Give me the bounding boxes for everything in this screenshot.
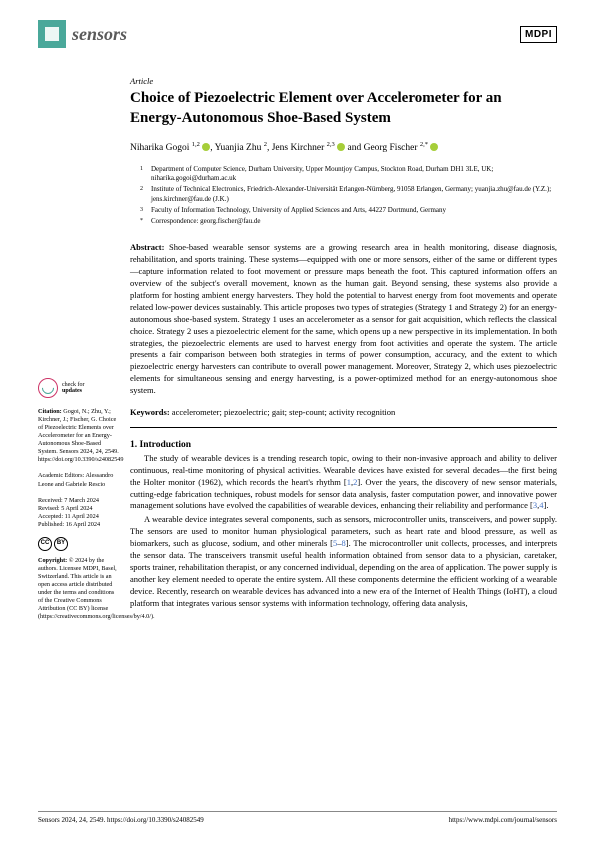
ref-link[interactable]: 8 (341, 538, 345, 548)
editors-block: Academic Editors: Alessandro Leone and G… (38, 472, 120, 488)
aff-text: Institute of Technical Electronics, Frie… (151, 185, 557, 205)
aff-num: * (140, 217, 146, 227)
author-name: Jens Kirchner (272, 143, 325, 153)
ref-link[interactable]: 2 (353, 477, 357, 487)
keywords: Keywords: accelerometer; piezoelectric; … (130, 407, 557, 419)
citation-block: Citation: Gogoi, N.; Zhu, Y.; Kirchner, … (38, 408, 120, 464)
aff-text: Correspondence: georg.fischer@fau.de (151, 217, 261, 227)
orcid-icon[interactable] (430, 143, 438, 151)
dates-block: Received: 7 March 2024 Revised: 5 April … (38, 497, 120, 529)
accepted-date: 11 April 2024 (65, 513, 99, 520)
crossmark-icon (38, 378, 58, 398)
page-footer: Sensors 2024, 24, 2549. https://doi.org/… (38, 811, 557, 824)
ref-link[interactable]: 4 (539, 500, 543, 510)
editors-label: Academic Editors: (38, 472, 84, 479)
orcid-icon[interactable] (202, 143, 210, 151)
ref-link[interactable]: 1 (347, 477, 351, 487)
citation-label: Citation: (38, 408, 62, 415)
aff-num: 2 (140, 185, 146, 205)
journal-name: sensors (72, 24, 127, 45)
author-name: Georg Fischer (364, 143, 418, 153)
author-sup: 1,2 (192, 141, 200, 148)
accepted-label: Accepted: (38, 513, 63, 520)
ref-link[interactable]: 5 (333, 538, 337, 548)
published-date: 16 April 2024 (66, 521, 100, 528)
aff-text: Department of Computer Science, Durham U… (151, 165, 557, 185)
received-date: 7 March 2024 (64, 497, 99, 504)
footer-left: Sensors 2024, 24, 2549. https://doi.org/… (38, 816, 204, 824)
aff-num: 3 (140, 206, 146, 216)
affiliations: 1Department of Computer Science, Durham … (140, 165, 557, 227)
received-label: Received: (38, 497, 63, 504)
article-title: Choice of Piezoelectric Element over Acc… (130, 88, 557, 129)
header-bar: sensors MDPI (0, 0, 595, 58)
author-sup: 2,* (420, 141, 428, 148)
published-label: Published: (38, 521, 64, 528)
article-type: Article (130, 76, 557, 86)
body-paragraph: The study of wearable devices is a trend… (130, 453, 557, 512)
author-sup: 2,3 (327, 141, 335, 148)
revised-label: Revised: (38, 505, 60, 512)
aff-text: Faculty of Information Technology, Unive… (151, 206, 446, 216)
publisher-logo: MDPI (520, 26, 557, 43)
copyright-label: Copyright: (38, 557, 67, 564)
check-updates-button[interactable]: check forupdates (38, 378, 120, 398)
by-icon: BY (54, 537, 68, 551)
aff-num: 1 (140, 165, 146, 185)
abstract-text: Shoe-based wearable sensor systems are a… (130, 242, 557, 395)
author-name: Niharika Gogoi (130, 143, 189, 153)
author-name: Yuanjia Zhu (215, 143, 262, 153)
ref-link[interactable]: 3 (533, 500, 537, 510)
footer-right[interactable]: https://www.mdpi.com/journal/sensors (449, 816, 557, 824)
body-paragraph: A wearable device integrates several com… (130, 514, 557, 609)
copyright-block: Copyright: © 2024 by the authors. Licens… (38, 557, 120, 622)
authors-line: Niharika Gogoi 1,2 , Yuanjia Zhu 2, Jens… (130, 141, 557, 153)
cc-icon: CC (38, 537, 52, 551)
journal-brand: sensors (38, 20, 127, 48)
author-sup: 2 (264, 141, 267, 148)
keywords-text: accelerometer; piezoelectric; gait; step… (172, 407, 396, 417)
check-updates-label: check forupdates (62, 382, 85, 394)
abstract: Abstract: Shoe-based wearable sensor sys… (130, 242, 557, 397)
abstract-label: Abstract: (130, 242, 164, 252)
sidebar: check forupdates Citation: Gogoi, N.; Zh… (38, 378, 120, 629)
revised-date: 5 April 2024 (61, 505, 92, 512)
section-heading: 1. Introduction (130, 440, 557, 450)
keywords-label: Keywords: (130, 407, 170, 417)
citation-text: Gogoi, N.; Zhu, Y.; Kirchner, J.; Fische… (38, 408, 124, 463)
section-divider (130, 427, 557, 428)
cc-license-badge[interactable]: CC BY (38, 537, 120, 551)
orcid-icon[interactable] (337, 143, 345, 151)
journal-icon (38, 20, 66, 48)
